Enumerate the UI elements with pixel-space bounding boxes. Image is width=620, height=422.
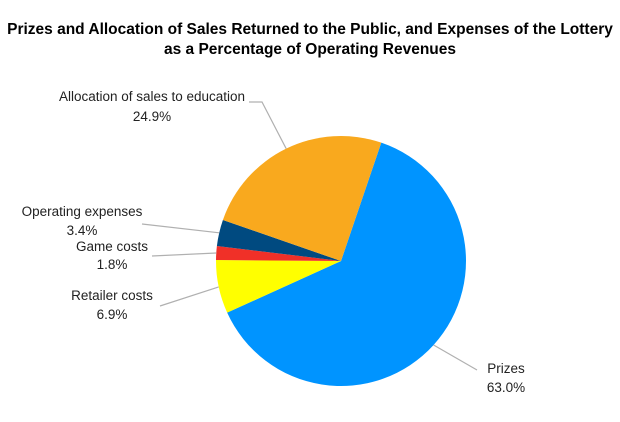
leader-line-retailer-costs [159,286,219,307]
slice-label-operating-expenses: Operating expenses [22,204,143,219]
chart-title-line-1: Prizes and Allocation of Sales Returned … [7,21,613,38]
chart-title-line-2: as a Percentage of Operating Revenues [163,41,457,58]
leader-line-game-costs [151,252,217,257]
slice-value-education: 24.9% [133,109,171,124]
pie-slice-operating-expenses [216,219,341,261]
pie-slice-allocation-of-sales-to-education [222,136,382,261]
slice-value-game-costs: 1.8% [97,257,128,272]
pie-slice-prizes [227,142,466,387]
slice-value-prizes: 63.0% [487,380,525,395]
pie-slice-game-costs [216,245,341,261]
leader-lines [141,101,478,371]
leader-line-education [249,101,287,149]
slice-value-operating-expenses: 3.4% [67,223,98,238]
pie-slice-retailer-costs [215,260,341,313]
pie-slices [215,136,466,387]
slice-label-education: Allocation of sales to education [59,89,245,104]
slice-label-retailer-costs: Retailer costs [71,288,153,303]
slice-label-prizes: Prizes [487,361,525,376]
chart-title: Prizes and Allocation of Sales Returned … [0,20,620,60]
slice-label-game-costs: Game costs [76,239,148,254]
leader-line-operating-expenses [141,223,220,234]
leader-line-prizes [433,344,478,371]
slice-value-retailer-costs: 6.9% [97,307,128,322]
